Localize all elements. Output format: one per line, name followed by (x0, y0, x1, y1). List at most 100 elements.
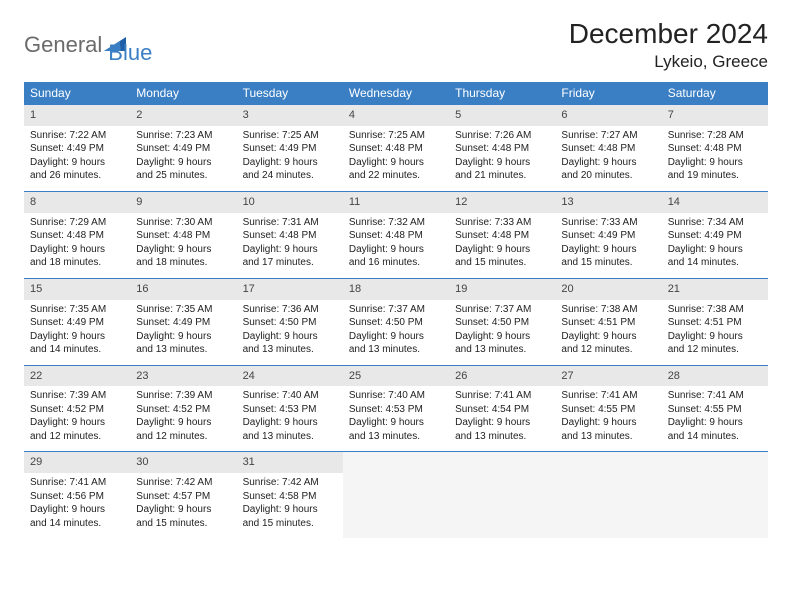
day-body: Sunrise: 7:34 AMSunset: 4:49 PMDaylight:… (662, 213, 768, 272)
daylight-text-1: Daylight: 9 hours (668, 330, 762, 344)
day-cell: 6Sunrise: 7:27 AMSunset: 4:48 PMDaylight… (555, 105, 661, 192)
daylight-text-1: Daylight: 9 hours (243, 416, 337, 430)
day-body: Sunrise: 7:25 AMSunset: 4:49 PMDaylight:… (237, 126, 343, 185)
daylight-text-1: Daylight: 9 hours (561, 243, 655, 257)
day-cell: 26Sunrise: 7:41 AMSunset: 4:54 PMDayligh… (449, 365, 555, 452)
day-number: 12 (449, 192, 555, 213)
day-cell: 24Sunrise: 7:40 AMSunset: 4:53 PMDayligh… (237, 365, 343, 452)
day-cell: 28Sunrise: 7:41 AMSunset: 4:55 PMDayligh… (662, 365, 768, 452)
calendar-page: General Blue December 2024 Lykeio, Greec… (0, 0, 792, 556)
day-number: 31 (237, 452, 343, 473)
week-row: 15Sunrise: 7:35 AMSunset: 4:49 PMDayligh… (24, 278, 768, 365)
daylight-text-1: Daylight: 9 hours (243, 503, 337, 517)
day-number: 20 (555, 279, 661, 300)
weekday-header: Saturday (662, 82, 768, 105)
day-cell: 19Sunrise: 7:37 AMSunset: 4:50 PMDayligh… (449, 278, 555, 365)
day-number: 2 (130, 105, 236, 126)
logo-text-blue: Blue (108, 24, 152, 66)
header: General Blue December 2024 Lykeio, Greec… (24, 18, 768, 72)
daylight-text-1: Daylight: 9 hours (136, 156, 230, 170)
day-number: 3 (237, 105, 343, 126)
sunset-text: Sunset: 4:51 PM (668, 316, 762, 330)
day-number: 8 (24, 192, 130, 213)
day-number: 21 (662, 279, 768, 300)
day-cell: 10Sunrise: 7:31 AMSunset: 4:48 PMDayligh… (237, 191, 343, 278)
day-cell: 16Sunrise: 7:35 AMSunset: 4:49 PMDayligh… (130, 278, 236, 365)
day-body: Sunrise: 7:29 AMSunset: 4:48 PMDaylight:… (24, 213, 130, 272)
day-number: 7 (662, 105, 768, 126)
day-body: Sunrise: 7:39 AMSunset: 4:52 PMDaylight:… (24, 386, 130, 445)
day-number: 14 (662, 192, 768, 213)
sunrise-text: Sunrise: 7:26 AM (455, 129, 549, 143)
sunset-text: Sunset: 4:48 PM (561, 142, 655, 156)
sunset-text: Sunset: 4:55 PM (561, 403, 655, 417)
daylight-text-1: Daylight: 9 hours (455, 156, 549, 170)
daylight-text-2: and 13 minutes. (455, 343, 549, 357)
sunrise-text: Sunrise: 7:27 AM (561, 129, 655, 143)
day-cell: 11Sunrise: 7:32 AMSunset: 4:48 PMDayligh… (343, 191, 449, 278)
week-row: 1Sunrise: 7:22 AMSunset: 4:49 PMDaylight… (24, 105, 768, 192)
daylight-text-2: and 13 minutes. (243, 343, 337, 357)
weekday-header: Sunday (24, 82, 130, 105)
sunset-text: Sunset: 4:49 PM (561, 229, 655, 243)
sunrise-text: Sunrise: 7:28 AM (668, 129, 762, 143)
day-body: Sunrise: 7:42 AMSunset: 4:58 PMDaylight:… (237, 473, 343, 532)
daylight-text-2: and 16 minutes. (349, 256, 443, 270)
daylight-text-2: and 24 minutes. (243, 169, 337, 183)
day-body: Sunrise: 7:41 AMSunset: 4:54 PMDaylight:… (449, 386, 555, 445)
day-body: Sunrise: 7:38 AMSunset: 4:51 PMDaylight:… (555, 300, 661, 359)
sunset-text: Sunset: 4:56 PM (30, 490, 124, 504)
day-cell: 8Sunrise: 7:29 AMSunset: 4:48 PMDaylight… (24, 191, 130, 278)
day-number: 1 (24, 105, 130, 126)
sunset-text: Sunset: 4:50 PM (243, 316, 337, 330)
sunrise-text: Sunrise: 7:37 AM (349, 303, 443, 317)
sunset-text: Sunset: 4:58 PM (243, 490, 337, 504)
daylight-text-1: Daylight: 9 hours (30, 503, 124, 517)
day-number: 19 (449, 279, 555, 300)
sunrise-text: Sunrise: 7:35 AM (30, 303, 124, 317)
daylight-text-2: and 13 minutes. (243, 430, 337, 444)
sunset-text: Sunset: 4:57 PM (136, 490, 230, 504)
sunrise-text: Sunrise: 7:33 AM (455, 216, 549, 230)
sunset-text: Sunset: 4:51 PM (561, 316, 655, 330)
sunrise-text: Sunrise: 7:31 AM (243, 216, 337, 230)
sunset-text: Sunset: 4:48 PM (668, 142, 762, 156)
day-body: Sunrise: 7:37 AMSunset: 4:50 PMDaylight:… (449, 300, 555, 359)
daylight-text-1: Daylight: 9 hours (136, 503, 230, 517)
daylight-text-2: and 18 minutes. (30, 256, 124, 270)
weekday-header: Friday (555, 82, 661, 105)
daylight-text-2: and 14 minutes. (30, 343, 124, 357)
day-body: Sunrise: 7:23 AMSunset: 4:49 PMDaylight:… (130, 126, 236, 185)
daylight-text-1: Daylight: 9 hours (561, 330, 655, 344)
sunrise-text: Sunrise: 7:34 AM (668, 216, 762, 230)
day-body: Sunrise: 7:41 AMSunset: 4:55 PMDaylight:… (555, 386, 661, 445)
sunset-text: Sunset: 4:50 PM (349, 316, 443, 330)
day-body: Sunrise: 7:40 AMSunset: 4:53 PMDaylight:… (343, 386, 449, 445)
sunrise-text: Sunrise: 7:29 AM (30, 216, 124, 230)
daylight-text-2: and 15 minutes. (243, 517, 337, 531)
sunset-text: Sunset: 4:48 PM (455, 142, 549, 156)
sunrise-text: Sunrise: 7:42 AM (136, 476, 230, 490)
day-cell: 22Sunrise: 7:39 AMSunset: 4:52 PMDayligh… (24, 365, 130, 452)
day-number: 28 (662, 366, 768, 387)
sunrise-text: Sunrise: 7:38 AM (561, 303, 655, 317)
daylight-text-1: Daylight: 9 hours (243, 243, 337, 257)
daylight-text-1: Daylight: 9 hours (668, 243, 762, 257)
day-body: Sunrise: 7:41 AMSunset: 4:56 PMDaylight:… (24, 473, 130, 532)
daylight-text-1: Daylight: 9 hours (30, 416, 124, 430)
daylight-text-1: Daylight: 9 hours (243, 330, 337, 344)
day-number: 6 (555, 105, 661, 126)
day-cell: 5 Sunrise: 7:26 AMSunset: 4:48 PMDaylight… (449, 105, 555, 192)
daylight-text-2: and 19 minutes. (668, 169, 762, 183)
sunset-text: Sunset: 4:53 PM (243, 403, 337, 417)
sunrise-text: Sunrise: 7:37 AM (455, 303, 549, 317)
daylight-text-1: Daylight: 9 hours (30, 243, 124, 257)
daylight-text-2: and 25 minutes. (136, 169, 230, 183)
day-cell: 2Sunrise: 7:23 AMSunset: 4:49 PMDaylight… (130, 105, 236, 192)
day-cell: 29Sunrise: 7:41 AMSunset: 4:56 PMDayligh… (24, 452, 130, 538)
day-body: Sunrise: 7:30 AMSunset: 4:48 PMDaylight:… (130, 213, 236, 272)
day-number: 5 (449, 105, 555, 126)
day-body: Sunrise: 7:40 AMSunset: 4:53 PMDaylight:… (237, 386, 343, 445)
day-body: Sunrise: 7:36 AMSunset: 4:50 PMDaylight:… (237, 300, 343, 359)
day-number: 26 (449, 366, 555, 387)
